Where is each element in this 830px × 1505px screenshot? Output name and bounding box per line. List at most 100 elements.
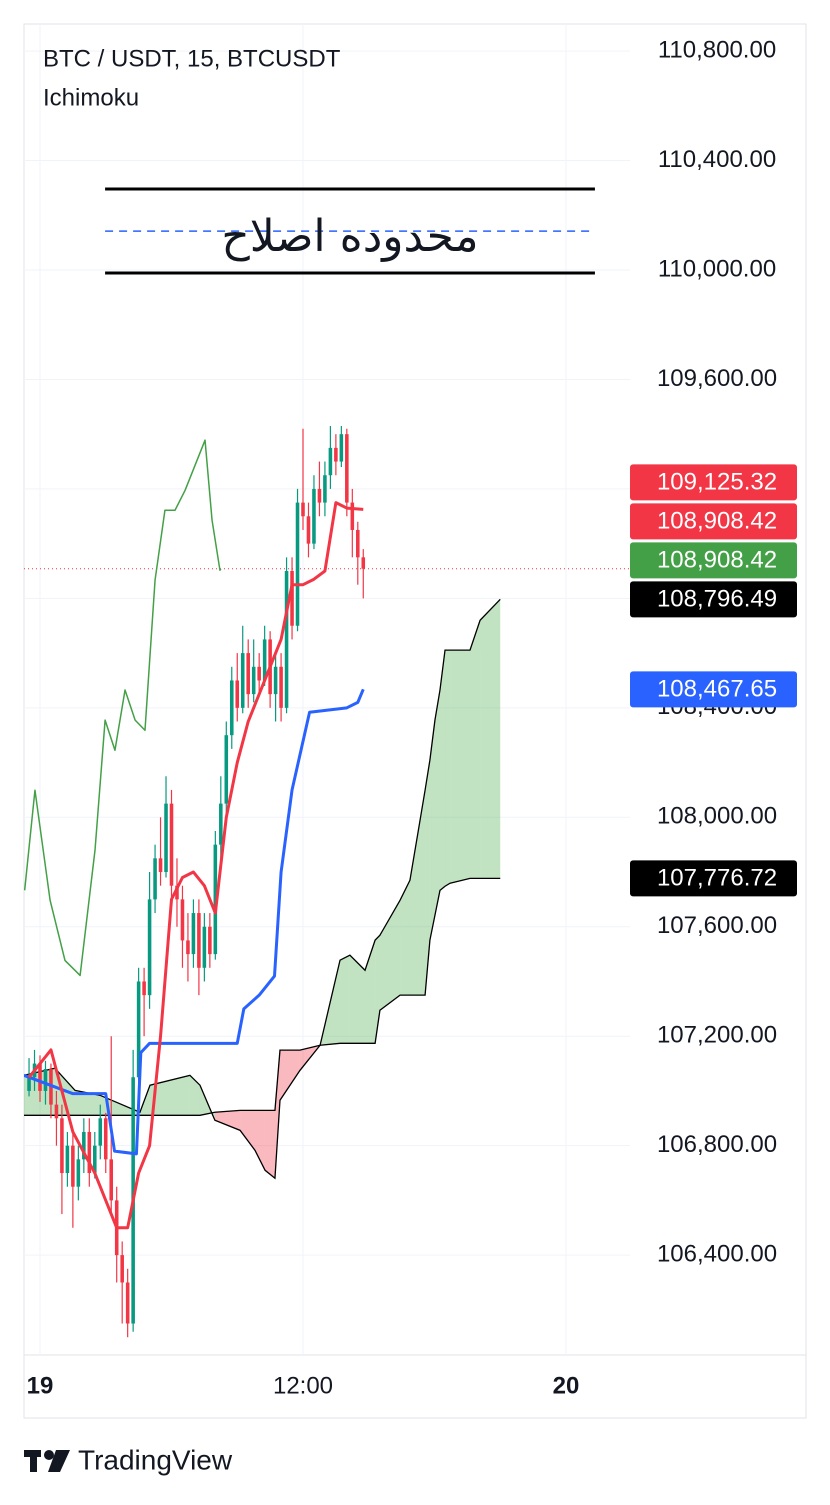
candle-body: [279, 666, 283, 708]
candle-body: [158, 858, 163, 873]
cloud-segment: [349, 955, 366, 1044]
price-label: 108,908.42: [657, 547, 777, 574]
zone-label: محدوده اصلاح: [221, 211, 478, 262]
cloud-segment: [420, 790, 426, 996]
candle-body: [186, 940, 190, 955]
indicator-line: [24, 688, 365, 1156]
cloud-segment: [429, 720, 435, 941]
chart-frame: [23, 23, 807, 1419]
candle-body: [65, 1145, 70, 1174]
candle-body: [82, 1131, 86, 1160]
cloud-segment: [470, 620, 481, 879]
x-tick-label: 19: [27, 1372, 54, 1399]
cloud-segment: [75, 1090, 101, 1116]
candle-body: [71, 1145, 75, 1187]
candle-body: [208, 926, 212, 955]
grid: [24, 24, 630, 1355]
cloud-segment: [439, 650, 446, 891]
candle-body: [27, 1077, 31, 1091]
candle-body: [98, 1118, 103, 1146]
candle-body: [235, 680, 240, 708]
price-label-box: [630, 464, 797, 501]
cloud-segment: [445, 650, 451, 887]
candle-body: [262, 639, 267, 681]
y-tick-label: 110,800.00: [658, 36, 776, 63]
cloud-segment: [265, 1110, 275, 1179]
candle-body: [251, 666, 256, 695]
candle-body: [339, 434, 344, 462]
candle-body: [306, 516, 311, 544]
candle-body: [136, 981, 141, 1078]
candle-body: [219, 803, 223, 845]
brand-logo: [24, 1450, 70, 1472]
price-label: 107,776.72: [657, 865, 777, 892]
candle-body: [240, 653, 245, 708]
cloud-segment: [480, 599, 501, 879]
candle-body: [153, 858, 157, 900]
candle-body: [224, 735, 229, 804]
candle-body: [103, 1118, 108, 1160]
candle-body: [93, 1145, 97, 1174]
cloud-segment: [100, 1095, 140, 1116]
chart-title: BTC / USDT, 15, BTCUSDT: [43, 45, 341, 72]
candle-body: [60, 1118, 64, 1174]
candle-body: [197, 913, 201, 968]
y-tick-label: 108,000.00: [657, 803, 777, 830]
cloud-segment: [450, 650, 471, 884]
candle-body: [284, 571, 289, 708]
candle-body: [246, 653, 250, 695]
candle-body: [229, 680, 234, 736]
cloud-segment: [409, 820, 421, 996]
candle-body: [180, 899, 185, 941]
y-tick-label: 106,800.00: [657, 1131, 777, 1158]
cloud-segment: [150, 1075, 190, 1116]
candle-body: [109, 1159, 114, 1201]
cloud-segment: [434, 690, 440, 916]
candle-body: [323, 475, 327, 503]
candle-body: [87, 1131, 92, 1174]
candle-body: [290, 571, 294, 626]
candle-body: [147, 899, 152, 996]
candle-body: [164, 803, 168, 873]
candle-body: [295, 502, 300, 626]
price-label-box: [630, 503, 797, 540]
cloud-segment: [189, 1075, 200, 1116]
candle-body: [76, 1159, 81, 1187]
y-tick-label: 107,600.00: [657, 912, 777, 939]
y-tick-label: 110,400.00: [658, 146, 776, 173]
cloud-segment: [240, 1110, 256, 1151]
candle-body: [202, 926, 207, 968]
price-axis: 106,400.00 106,800.00 107,200.00 107,600.00…: [27, 36, 797, 1399]
cloud-segment: [214, 1110, 241, 1131]
price-label-box: [630, 581, 797, 618]
candle-body: [191, 913, 196, 955]
x-tick-label: 20: [553, 1372, 580, 1399]
candle-body: [273, 666, 278, 695]
price-label: 108,467.65: [657, 676, 777, 703]
candle-body: [38, 1063, 42, 1091]
y-tick-label: 109,600.00: [657, 365, 777, 392]
brand-name: TradingView: [78, 1444, 233, 1475]
candle-body: [257, 666, 261, 681]
candle-body: [312, 488, 316, 544]
candle-body: [350, 502, 355, 530]
candle-body: [43, 1069, 48, 1091]
candle-body: [125, 1282, 130, 1324]
candle-body: [361, 557, 366, 569]
y-tick-label: 107,200.00: [657, 1022, 777, 1049]
cloud-segment: [400, 880, 410, 996]
price-label: 108,908.42: [657, 508, 777, 535]
candle-body: [345, 434, 349, 503]
price-label: 109,125.32: [657, 469, 777, 496]
cloud-segment: [255, 1110, 266, 1171]
candle-body: [356, 529, 360, 558]
candle-body: [175, 885, 179, 900]
price-label: 108,796.49: [657, 586, 777, 613]
price-label-box: [630, 860, 797, 897]
candle-body: [142, 981, 146, 996]
x-tick-label: 12:00: [273, 1372, 333, 1399]
y-tick-label: 106,400.00: [657, 1240, 777, 1267]
cloud-segment: [279, 1050, 300, 1101]
